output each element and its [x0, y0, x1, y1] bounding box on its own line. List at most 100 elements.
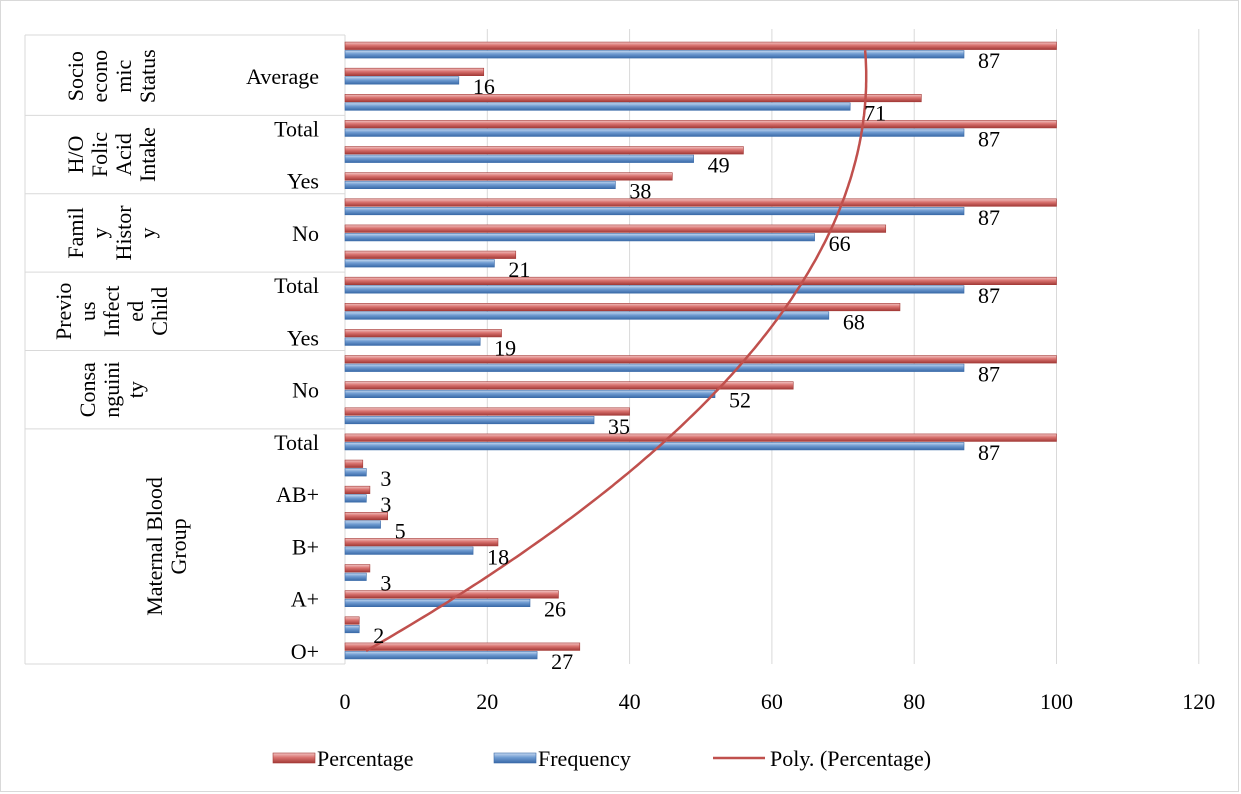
bar-percentage — [344, 146, 744, 155]
bar-frequency — [344, 494, 367, 503]
group-label-line: Maternal Blood — [142, 477, 167, 616]
data-label: 68 — [843, 309, 865, 334]
data-label: 3 — [380, 571, 391, 596]
data-label: 3 — [380, 466, 391, 491]
bar-frequency — [344, 311, 830, 320]
bar-percentage — [344, 67, 485, 76]
x-tick-label: 20 — [476, 689, 498, 714]
trendline — [365, 50, 868, 652]
x-tick-label: 0 — [340, 689, 351, 714]
bar-percentage — [344, 172, 673, 181]
bar-frequency — [344, 651, 538, 660]
bar-frequency — [344, 180, 616, 189]
data-label: 38 — [629, 179, 651, 204]
group-label-line: Previo — [51, 283, 76, 340]
bar-frequency — [344, 154, 694, 163]
group-label-line: Infect — [99, 286, 124, 337]
data-label: 66 — [829, 231, 851, 256]
group-label-line: Folic — [87, 132, 112, 177]
category-axis-structure — [24, 34, 346, 665]
data-label: 2 — [373, 623, 384, 648]
data-label: 87 — [978, 283, 1000, 308]
category-label: Total — [274, 273, 319, 298]
bar-frequency — [344, 416, 595, 425]
bar-frequency — [344, 546, 474, 555]
group-label-line: y — [135, 227, 160, 238]
data-label: 26 — [544, 597, 566, 622]
group-label-line: ty — [123, 381, 148, 398]
bar-percentage — [344, 355, 1057, 364]
group-label-line: Intake — [135, 127, 160, 182]
legend-label: Frequency — [538, 746, 631, 771]
x-tick-label: 100 — [1040, 689, 1073, 714]
category-label: Yes — [287, 169, 319, 194]
category-label: AB+ — [276, 482, 319, 507]
bar-frequency — [344, 50, 965, 59]
bar-frequency — [344, 625, 360, 634]
legend-label: Percentage — [317, 746, 414, 771]
bar-frequency — [344, 285, 965, 294]
group-label-line: y — [87, 227, 112, 238]
bar-percentage — [344, 250, 517, 259]
data-label: 5 — [395, 518, 406, 543]
group-label-line: econo — [87, 50, 112, 103]
group-label-line: Child — [147, 287, 172, 336]
bar-frequency — [344, 363, 965, 372]
bar-percentage — [344, 642, 581, 651]
legend: Percentage Frequency Poly. (Percentage) — [272, 746, 931, 771]
bar-percentage — [344, 224, 887, 233]
bar-percentage — [344, 407, 630, 416]
bar-frequency — [344, 128, 965, 137]
group-label-line: ed — [123, 301, 148, 322]
legend-swatch — [493, 752, 537, 764]
legend-swatch — [272, 752, 316, 764]
bar-frequency — [344, 259, 495, 268]
category-label: O+ — [291, 639, 319, 664]
bar-frequency — [344, 572, 367, 581]
bar-percentage — [344, 616, 360, 625]
bar-frequency — [344, 520, 381, 529]
bar-percentage — [344, 276, 1057, 285]
data-label: 87 — [978, 440, 1000, 465]
group-label-line: Consa — [75, 362, 100, 417]
group-label-line: nguini — [99, 362, 124, 418]
group-label-line: us — [75, 302, 100, 322]
data-label: 21 — [508, 257, 530, 282]
data-label: 49 — [708, 153, 730, 178]
category-label: Total — [274, 430, 319, 455]
legend-label: Poly. (Percentage) — [770, 746, 931, 771]
group-label-line: Status — [135, 49, 160, 103]
data-label: 18 — [487, 544, 509, 569]
bar-frequency — [344, 468, 367, 477]
data-label: 87 — [978, 126, 1000, 151]
bar-percentage — [344, 41, 1057, 50]
data-labels: 2722631853387355287196887216687384987711… — [373, 48, 1000, 674]
group-label-line: Socio — [63, 51, 88, 101]
group-label-line: Famil — [63, 207, 88, 258]
group-label: Maternal BloodGroup — [142, 477, 191, 616]
category-label: Total — [274, 116, 319, 141]
category-label: B+ — [292, 534, 319, 559]
bar-percentage — [344, 198, 1057, 207]
category-label: Yes — [287, 325, 319, 350]
bar-percentage — [344, 590, 559, 599]
group-label-line: mic — [111, 59, 136, 92]
bar-frequency — [344, 207, 965, 216]
category-label: Average — [246, 64, 319, 89]
group-label-line: Histor — [111, 205, 136, 261]
group-label-line: H/O — [63, 136, 88, 174]
group-label-line: Group — [166, 518, 191, 574]
bar-percentage — [344, 329, 502, 338]
bar-percentage — [344, 433, 1057, 442]
bar-frequency — [344, 76, 460, 85]
bar-percentage — [344, 120, 1057, 129]
bar-percentage — [344, 94, 922, 103]
category-label: No — [292, 221, 319, 246]
x-axis-ticks: 0 20 40 60 80 100 120 — [340, 689, 1216, 714]
data-label: 35 — [608, 414, 630, 439]
data-label: 87 — [978, 362, 1000, 387]
data-label: 87 — [978, 205, 1000, 230]
bar-frequency — [344, 233, 815, 242]
